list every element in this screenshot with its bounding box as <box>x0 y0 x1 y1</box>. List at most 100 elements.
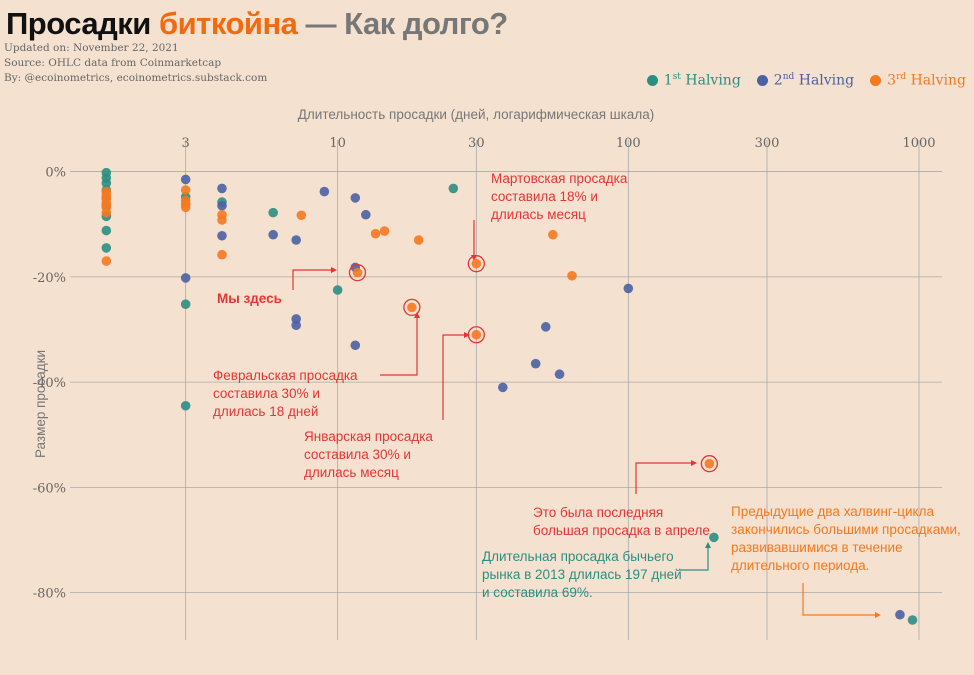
title-part-1: Просадки <box>6 6 159 41</box>
data-point <box>217 230 227 241</box>
legend-sup-1st: st <box>672 72 681 82</box>
highlight-ring <box>467 326 485 344</box>
legend-item-1st-halving: 1st Halving <box>646 72 741 89</box>
data-points <box>101 167 918 625</box>
legend-marker-1st <box>646 74 658 86</box>
data-point <box>413 235 424 245</box>
data-point <box>361 209 371 220</box>
data-point <box>350 340 361 351</box>
y-axis-title: Размер просадки <box>33 350 48 458</box>
legend-text-1st: Halving <box>680 72 741 89</box>
data-point <box>530 358 541 369</box>
highlight-ring <box>348 263 367 282</box>
arrowhead-we-are-here <box>331 267 337 273</box>
data-point <box>895 609 905 620</box>
legend-sup-3rd: rd <box>896 72 907 82</box>
arrowhead-april <box>691 460 697 466</box>
highlight-ring <box>403 298 421 317</box>
y-tick-label: -40% <box>33 376 66 391</box>
arrowhead-2013 <box>705 542 711 548</box>
arrowhead-previous-cycles <box>875 612 881 618</box>
annotation-2013: Длительная просадка бычьего рынка в 2013… <box>482 549 685 600</box>
data-point <box>217 215 227 225</box>
data-point <box>180 273 191 283</box>
data-point <box>268 207 278 218</box>
legend-num-2nd: 2 <box>773 72 783 89</box>
legend-text-2nd: Halving <box>794 72 855 89</box>
legend-label-2nd: 2nd Halving <box>774 72 854 89</box>
y-tick-label: -60% <box>33 481 66 496</box>
x-tick-label: 30 <box>468 136 485 151</box>
data-point <box>180 202 191 213</box>
annotation-we-are-here: Мы здесь <box>217 291 282 306</box>
y-tick-label: 0% <box>45 166 66 181</box>
legend-num-1st: 1 <box>663 72 673 89</box>
legend-item-3rd-halving: 3rd Halving <box>870 72 966 89</box>
annotation-march: Мартовская просадка составила 18% и длил… <box>491 171 631 222</box>
y-tick-label: -20% <box>33 271 66 286</box>
data-point <box>296 210 307 221</box>
data-point <box>471 258 482 269</box>
grid <box>70 140 942 640</box>
data-point <box>352 267 363 278</box>
legend-num-3rd: 3 <box>887 72 897 89</box>
arrow-previous-cycles <box>802 583 878 616</box>
data-point <box>548 229 558 240</box>
chart-title: Просадки биткойна — Как долго? <box>6 4 508 44</box>
data-point <box>554 369 565 380</box>
arrow-we-are-here <box>292 269 334 290</box>
data-point <box>704 458 715 469</box>
data-point <box>268 229 278 240</box>
data-point <box>180 174 191 185</box>
data-point <box>101 207 112 218</box>
annotation-january: Январская просадка составила 30% и длила… <box>304 429 437 480</box>
legend-text-3rd: Halving <box>906 72 966 89</box>
legend-sup-2nd: nd <box>782 72 795 82</box>
title-part-2: биткойна <box>158 6 298 41</box>
arrow-2013 <box>680 545 709 571</box>
data-point <box>217 249 227 260</box>
data-point <box>623 283 634 294</box>
legend-marker-3rd <box>870 74 882 86</box>
data-point <box>101 243 112 253</box>
data-point <box>498 382 508 393</box>
x-tick-label: 3 <box>182 136 190 151</box>
x-tick-label: 10 <box>329 136 346 151</box>
data-source: Source: OHLC data from Coinmarketcap <box>4 57 222 69</box>
x-tick-label: 100 <box>616 136 641 151</box>
data-point <box>319 186 330 197</box>
annotation-february: Февральская просадка составила 30% и дли… <box>213 368 361 419</box>
legend-label-1st: 1st Halving <box>664 72 741 89</box>
x-tick-label: 300 <box>755 136 780 151</box>
data-point <box>180 400 191 411</box>
arrow-february <box>380 315 418 376</box>
legend-marker-2nd <box>756 74 768 86</box>
annotations: Мы здесь Мартовская просадка составила 1… <box>213 171 965 600</box>
data-point <box>407 302 417 313</box>
y-tick-label: -80% <box>33 587 66 602</box>
data-point <box>370 228 381 239</box>
arrowhead-february <box>414 312 420 318</box>
title-part-3: — Как долго? <box>297 6 509 41</box>
updated-date: Updated on: November 22, 2021 <box>4 42 179 54</box>
data-point <box>379 226 390 236</box>
data-point <box>101 256 112 266</box>
legend-item-2nd-halving: 2nd Halving <box>756 72 854 89</box>
legend-label-3rd: 3rd Halving <box>887 72 966 89</box>
legend: 1st Halving 2nd Halving 3rd Halving <box>646 72 966 89</box>
data-point <box>448 183 459 194</box>
annotation-previous-cycles: Предыдущие два халвинг-цикла закончились… <box>731 504 965 573</box>
annotation-april: Это была последняя большая просадка в ап… <box>533 505 710 538</box>
data-point <box>180 185 191 195</box>
data-point <box>540 322 551 332</box>
data-point <box>709 532 719 543</box>
highlight-ring <box>467 255 485 273</box>
series-3 <box>101 185 715 469</box>
arrow-january <box>442 334 467 420</box>
x-tick-label: 1000 <box>902 136 935 151</box>
data-point <box>471 329 482 340</box>
data-point <box>217 183 227 194</box>
data-point <box>567 270 577 281</box>
data-point <box>332 285 343 295</box>
data-point <box>101 178 112 188</box>
